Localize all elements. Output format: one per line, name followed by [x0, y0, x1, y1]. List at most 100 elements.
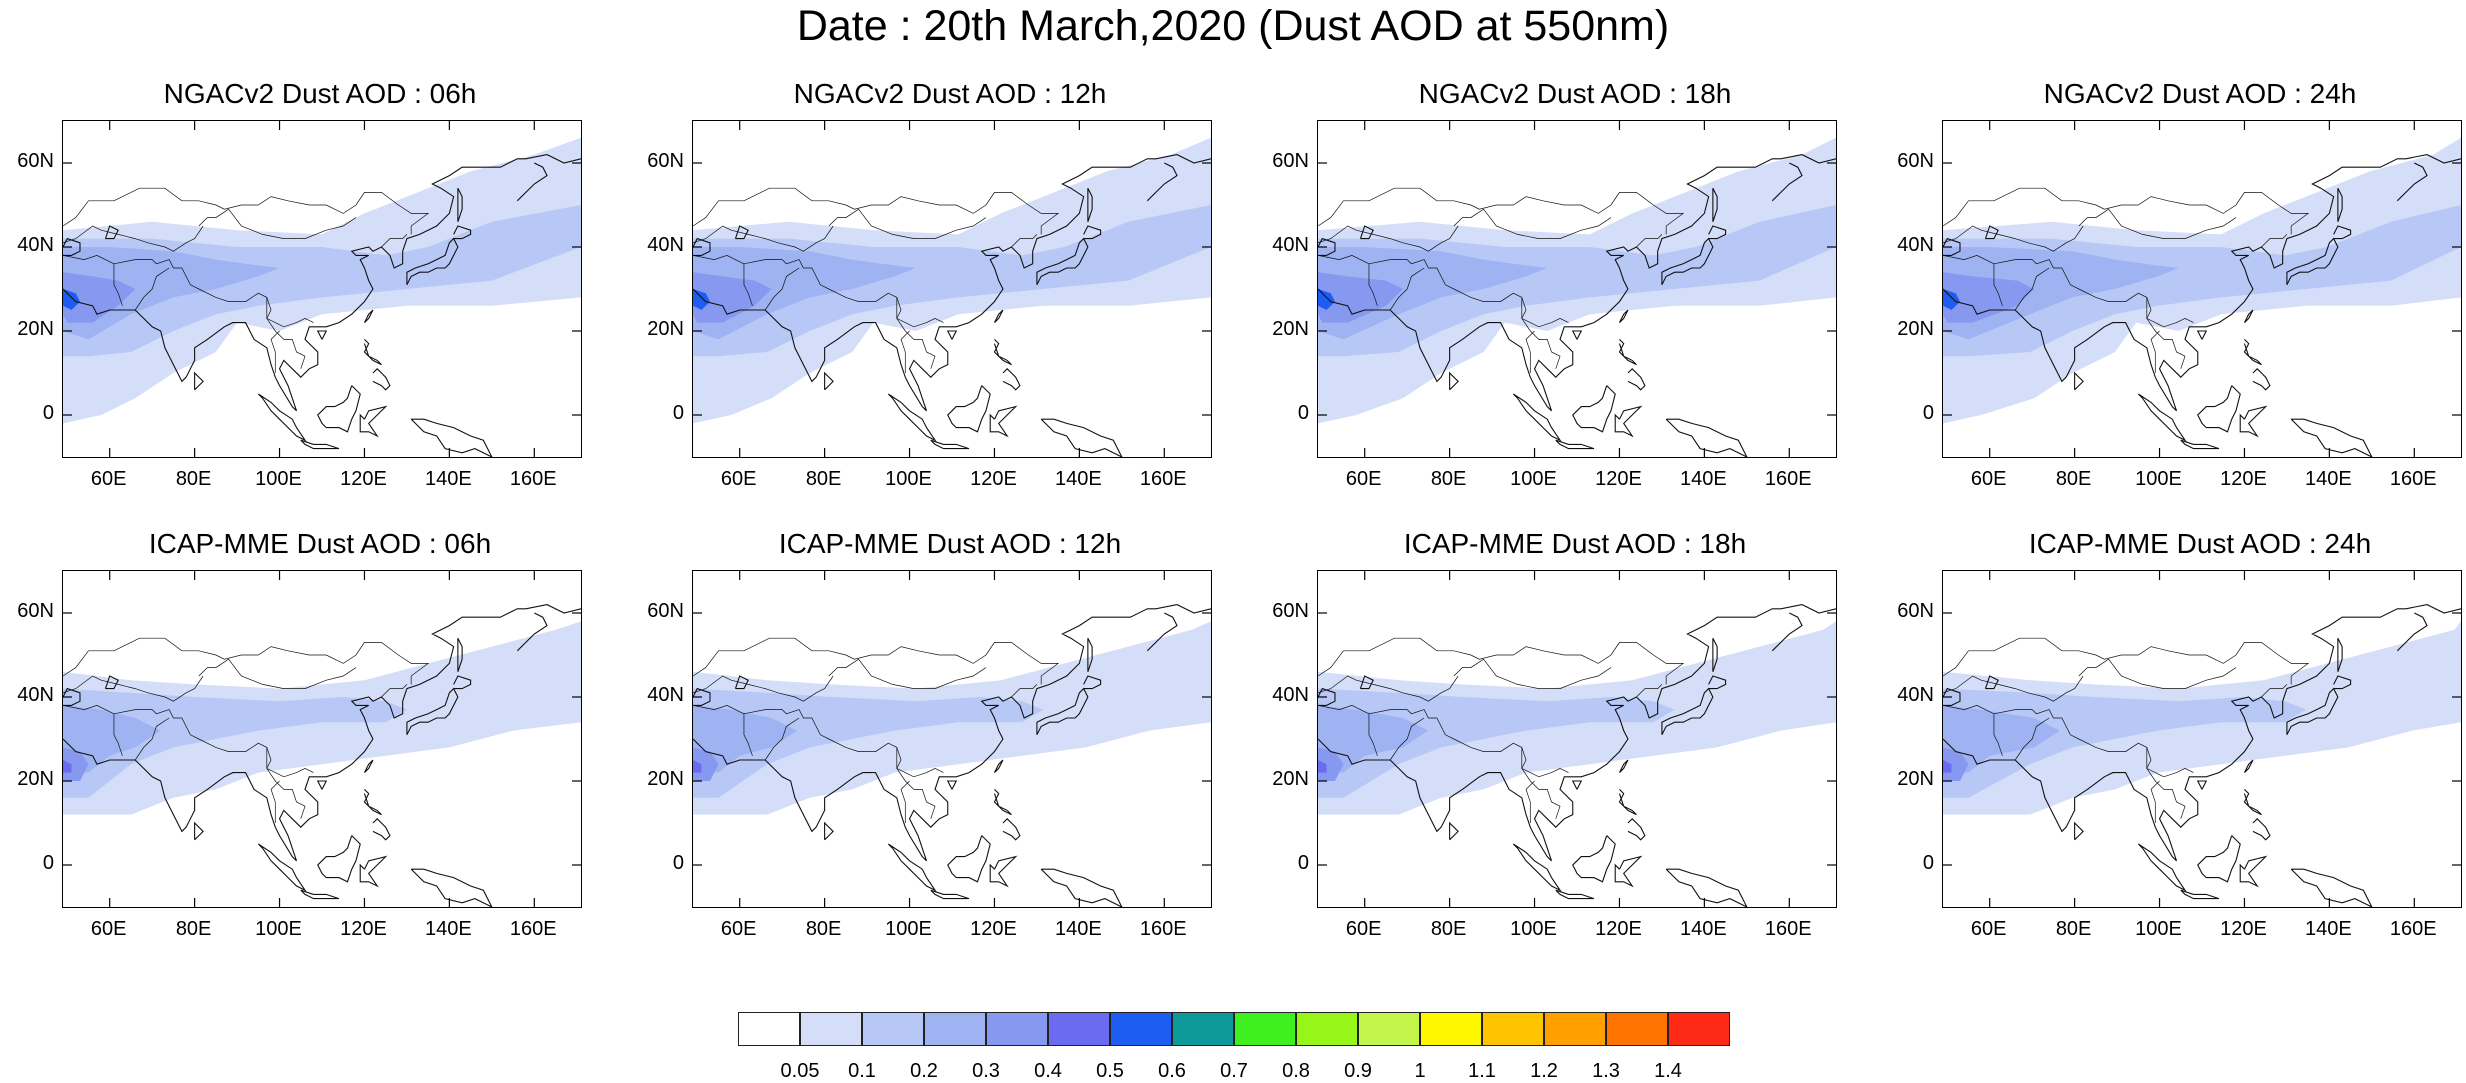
panel-title: NGACv2 Dust AOD : 12h — [793, 78, 1107, 109]
lat-tick-label: 40N — [647, 684, 684, 706]
lat-tick-label: 40N — [1272, 234, 1309, 256]
colorbar-label: 1.4 — [1654, 1060, 1682, 1082]
coastline — [2286, 687, 2339, 736]
country-border — [2261, 234, 2288, 248]
lat-tick-label: 0 — [1922, 852, 1934, 874]
coastline — [317, 835, 361, 883]
coastline — [1614, 405, 1643, 438]
lon-tick-label: 120E — [1595, 468, 1642, 490]
aod-contour-region — [63, 705, 161, 773]
coastline — [1712, 637, 1718, 672]
lat-tick-label: 20N — [1897, 768, 1934, 790]
aod-contour-region — [1318, 205, 1836, 357]
coastline — [1512, 393, 1562, 442]
lon-tick-label: 160E — [1764, 918, 1812, 940]
aod-contour-region — [63, 247, 280, 340]
coastline — [693, 237, 711, 256]
country-border — [693, 225, 834, 252]
aod-contour-region — [63, 289, 80, 310]
coastline — [453, 675, 472, 690]
lat-tick-label: 60N — [1272, 150, 1309, 172]
aod-contour-region — [63, 272, 136, 323]
coastline — [993, 789, 1012, 816]
lat-tick-label: 40N — [1897, 684, 1934, 706]
coastline — [2333, 225, 2352, 240]
coastline — [2180, 889, 2220, 900]
lon-tick-label: 120E — [2220, 468, 2267, 490]
lat-tick-label: 0 — [672, 852, 684, 874]
coastline — [2197, 835, 2241, 883]
country-border — [266, 747, 306, 819]
coastline — [1661, 237, 1714, 286]
coastline — [1572, 385, 1616, 433]
lat-tick-label: 20N — [647, 318, 684, 340]
coastline — [2337, 637, 2343, 672]
coastline — [2243, 339, 2262, 366]
country-border — [900, 330, 910, 373]
dust-aod-field — [1943, 571, 2461, 907]
colorbar-swatch — [1110, 1012, 1172, 1046]
country-border — [2014, 267, 2050, 311]
coastline — [2243, 759, 2254, 773]
colorbar-swatch — [862, 1012, 924, 1046]
country-border — [113, 259, 314, 328]
lon-tick-label: 100E — [2135, 918, 2182, 940]
lon-tick-label: 100E — [1510, 918, 1557, 940]
coastline — [410, 868, 493, 907]
colorbar-label: 1.1 — [1468, 1060, 1496, 1082]
country-border — [1636, 684, 1663, 698]
lon-tick-label: 140E — [1055, 918, 1102, 940]
aod-contour-region — [693, 272, 772, 323]
map-area — [62, 570, 582, 908]
coastline — [1318, 237, 1336, 256]
country-border — [1993, 259, 2194, 328]
country-border — [270, 330, 280, 373]
colorbar-label: 1 — [1414, 1060, 1426, 1082]
aod-contour-region — [693, 760, 702, 773]
coastline — [1555, 439, 1595, 450]
coastline — [2239, 405, 2268, 438]
lon-tick-label: 140E — [2305, 468, 2352, 490]
country-border — [63, 225, 204, 252]
coastline — [946, 330, 958, 340]
aod-contour-region — [1318, 247, 1548, 340]
lon-tick-label: 140E — [2305, 918, 2352, 940]
coastline — [1943, 687, 1961, 706]
panel-title: NGACv2 Dust AOD : 24h — [2043, 78, 2357, 109]
country-border — [1943, 187, 2310, 235]
country-border — [270, 780, 280, 823]
country-border — [2150, 330, 2160, 373]
lat-tick-label: 20N — [17, 768, 54, 790]
colorbar-swatch — [924, 1012, 986, 1046]
coastline — [2180, 439, 2220, 450]
lon-tick-label: 120E — [2220, 918, 2267, 940]
country-border — [1368, 709, 1569, 778]
coastline — [1083, 675, 1102, 690]
panel-title: ICAP-MME Dust AOD : 18h — [1403, 528, 1747, 559]
colorbar-swatch — [1544, 1012, 1606, 1046]
coastline — [1708, 675, 1727, 690]
coastline — [2337, 187, 2343, 222]
aod-contour-region — [1318, 272, 1403, 323]
country-border — [1318, 225, 1459, 252]
country-border — [1318, 637, 1685, 685]
coastline — [1571, 330, 1583, 340]
lon-tick-label: 60E — [1970, 918, 2007, 940]
dust-aod-field — [1318, 571, 1836, 907]
coastline — [1318, 154, 1836, 412]
country-border — [1993, 709, 2194, 778]
lon-tick-label: 160E — [509, 918, 557, 940]
coastline — [2286, 237, 2339, 286]
country-border — [1943, 637, 2310, 685]
lat-tick-label: 20N — [1272, 318, 1309, 340]
colorbar-label: 1.2 — [1530, 1060, 1558, 1082]
lon-tick-label: 160E — [2389, 468, 2437, 490]
aod-contour-region — [1943, 272, 2035, 323]
colorbar-swatch — [1172, 1012, 1234, 1046]
colorbar-swatch — [1296, 1012, 1358, 1046]
lon-tick-label: 100E — [1510, 468, 1557, 490]
coastline — [406, 687, 459, 736]
coastline — [1555, 889, 1595, 900]
country-border — [113, 709, 314, 778]
map-panel: NGACv2 Dust AOD : 06h 60N 40N 20N 0 60E 80E 100… — [0, 78, 640, 538]
